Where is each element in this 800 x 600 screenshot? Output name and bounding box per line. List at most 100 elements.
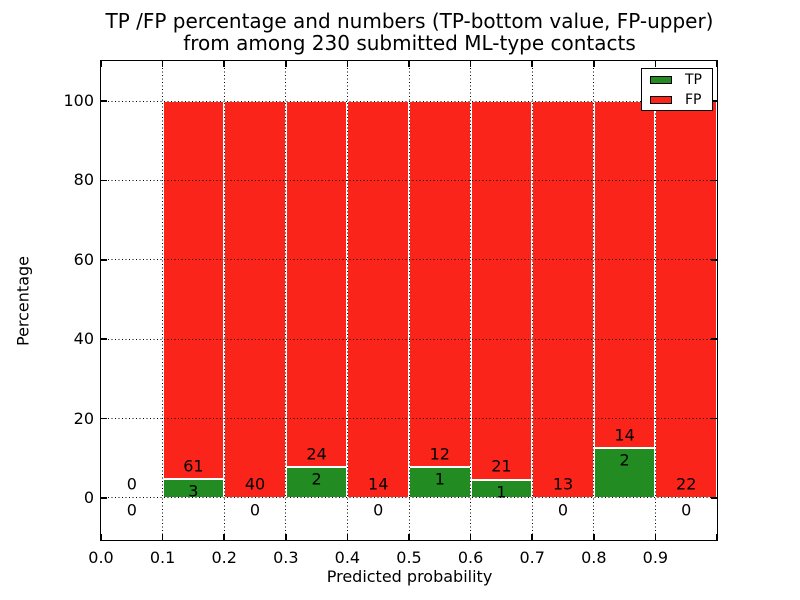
y-tick-label: 40: [73, 329, 94, 349]
legend: TP FP: [641, 68, 713, 111]
tp-count-label: 3: [188, 481, 199, 501]
tp-count-label: 2: [619, 450, 630, 470]
axis-tick: [161, 534, 164, 540]
axis-tick: [346, 534, 349, 540]
axis-tick: [711, 179, 717, 182]
bar-fp-segment: [470, 101, 533, 480]
bar-fp-segment: [593, 101, 656, 449]
grid-line-x: [593, 61, 595, 540]
axis-tick: [285, 61, 287, 67]
x-tick-label: 0.1: [149, 548, 176, 567]
tp-count-label: 2: [311, 469, 322, 489]
fp-count-label: 14: [368, 474, 389, 494]
y-tick-label: 0: [83, 487, 94, 507]
tp-count-label: 0: [126, 500, 137, 520]
grid-line-x: [408, 61, 410, 540]
axis-tick: [408, 61, 410, 67]
bar-fp-segment: [285, 101, 348, 468]
axis-tick: [469, 534, 472, 540]
grid-line-x: [654, 61, 656, 540]
axis-tick: [100, 534, 102, 540]
fp-count-label: 12: [429, 444, 450, 464]
axis-tick: [531, 61, 533, 67]
fp-count-label: 22: [676, 474, 697, 494]
axis-tick: [101, 338, 107, 340]
axis-tick: [100, 61, 102, 67]
x-tick-label: 0.5: [396, 548, 422, 567]
x-tick-label: 0.8: [581, 548, 607, 567]
y-tick-label: 80: [73, 170, 94, 190]
axis-tick: [716, 61, 718, 67]
axis-tick: [101, 100, 107, 102]
bar-tp-segment: [285, 467, 348, 498]
fp-count-label: 0: [126, 474, 137, 494]
legend-swatch-fp: [650, 96, 672, 104]
axis-tick: [531, 534, 533, 540]
y-axis-label: Percentage: [13, 255, 33, 347]
axis-tick: [101, 259, 107, 261]
axis-tick: [654, 61, 657, 67]
axis-tick: [711, 417, 717, 420]
y-tick-label: 20: [73, 408, 94, 428]
plot-area: 0 0 61 3 40 0 24 2 14 0 12 1 21 1 13 0 14 2 22 0: [100, 60, 718, 541]
x-axis-label: Predicted probability: [326, 567, 493, 586]
y-tick-label: 60: [73, 249, 94, 269]
axis-tick: [711, 259, 717, 261]
x-tick-label: 0.2: [211, 548, 237, 567]
chart-title: TP /FP percentage and numbers (TP-bottom…: [105, 9, 714, 33]
axis-tick: [654, 534, 657, 540]
legend-label: FP: [685, 92, 702, 108]
fp-count-label: 14: [614, 425, 635, 445]
grid-line-x: [223, 61, 225, 540]
axis-tick: [716, 534, 718, 540]
axis-tick: [346, 61, 349, 67]
axis-tick: [101, 497, 107, 499]
axis-tick: [101, 179, 107, 182]
axis-tick: [593, 61, 595, 67]
x-tick-label: 0.0: [88, 548, 114, 567]
bar-fp-segment: [409, 101, 471, 468]
x-tick-label: 0.7: [519, 548, 545, 567]
axis-tick: [469, 61, 472, 67]
x-tick-label: 0.6: [457, 548, 484, 567]
tp-count-label: 1: [496, 482, 507, 502]
tp-count-label: 0: [373, 500, 384, 520]
axis-tick: [711, 338, 717, 340]
axis-tick: [285, 534, 287, 540]
legend-label: TP: [685, 72, 702, 88]
fp-count-label: 21: [491, 456, 512, 476]
grid-line-x: [162, 61, 164, 540]
bar-fp-segment: [655, 101, 717, 498]
legend-swatch-tp: [650, 76, 672, 84]
fp-count-label: 40: [244, 474, 266, 494]
axis-tick: [223, 534, 225, 540]
axis-tick: [711, 497, 717, 499]
bar-fp-segment: [162, 101, 225, 480]
legend-entry: FP: [642, 91, 712, 109]
tp-count-label: 1: [434, 469, 445, 489]
tp-count-label: 0: [681, 500, 692, 520]
x-tick-label: 0.3: [273, 548, 299, 567]
bar-fp-segment: [347, 101, 409, 498]
bar-fp-segment: [224, 101, 286, 498]
axis-tick: [223, 61, 225, 67]
x-tick-label: 0.4: [334, 548, 361, 567]
legend-entry: TP: [642, 71, 712, 89]
axis-tick: [711, 100, 717, 102]
chart-subtitle: from among 230 submitted ML-type contact…: [183, 31, 636, 55]
axis-tick: [161, 61, 164, 67]
fp-count-label: 13: [552, 474, 574, 494]
axis-tick: [593, 534, 595, 540]
grid-line-x: [346, 61, 348, 540]
tp-count-label: 0: [249, 500, 261, 520]
y-tick-label: 100: [63, 91, 94, 111]
fp-count-label: 24: [306, 444, 327, 464]
grid-line-x: [531, 61, 533, 540]
axis-tick: [101, 417, 107, 420]
bar-fp-segment: [532, 101, 594, 498]
grid-line-x: [470, 61, 472, 540]
tp-count-label: 0: [557, 500, 569, 520]
axis-tick: [408, 534, 410, 540]
grid-line-x: [285, 61, 287, 540]
